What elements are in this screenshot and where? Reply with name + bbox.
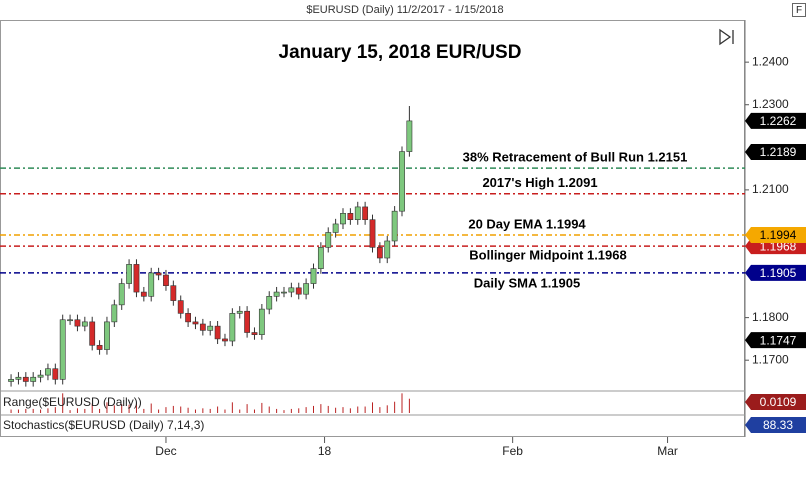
price-flag-label: 1.1905 <box>760 266 797 280</box>
price-flag-label: 1.1747 <box>760 333 797 347</box>
candle-body <box>140 291 147 297</box>
candle-body <box>207 325 214 331</box>
candle-body <box>59 319 66 380</box>
f-button-label[interactable]: F <box>796 5 802 16</box>
candle-body <box>45 368 51 376</box>
price-flag-label: 0.0109 <box>760 395 797 409</box>
candle-body <box>52 368 59 380</box>
candle-body <box>325 232 332 248</box>
candle-body <box>185 313 191 323</box>
candle-body <box>8 379 14 382</box>
x-tick-label: Dec <box>155 444 176 458</box>
candle-body <box>303 283 310 295</box>
f-button[interactable] <box>792 3 806 17</box>
candle-body <box>163 274 169 286</box>
candle-body <box>399 151 405 212</box>
y-tick-label: 1.2100 <box>752 182 789 196</box>
candle-body <box>30 376 37 382</box>
panel-label: Range($EURUSD (Daily)) <box>3 395 142 409</box>
candle-body <box>258 308 265 335</box>
price-flag-label: 1.2189 <box>760 145 797 159</box>
candle-body <box>376 247 383 259</box>
candle-body <box>273 291 280 297</box>
y-tick-label: 1.1800 <box>752 310 789 324</box>
candle-body <box>126 264 132 284</box>
x-tick-label: Mar <box>657 444 678 458</box>
price-flag <box>745 112 806 129</box>
candle-body <box>15 376 22 380</box>
candle-body <box>104 321 110 350</box>
candle-body <box>222 338 228 342</box>
y-tick-label: 1.2300 <box>752 97 789 111</box>
y-tick-label: 1.1700 <box>752 352 789 366</box>
candle-body <box>133 264 140 293</box>
candle-body <box>67 319 73 322</box>
candle-body <box>170 285 177 301</box>
y-tick-label: 1.2400 <box>752 54 789 68</box>
level-annotation: Daily SMA 1.1905 <box>474 275 580 290</box>
candle-body <box>281 291 287 294</box>
level-annotation: Bollinger Midpoint 1.1968 <box>469 248 626 263</box>
candle-body <box>37 374 44 378</box>
candle-body <box>340 213 346 225</box>
price-flag-label: 88.33 <box>763 418 793 432</box>
candle-body <box>391 210 398 242</box>
candle-body <box>111 304 118 323</box>
candle-body <box>148 272 155 297</box>
candle-body <box>214 325 221 340</box>
level-annotation: 20 Day EMA 1.1994 <box>468 216 586 231</box>
price-flag <box>745 394 806 410</box>
panel-label: Stochastics($EURUSD (Daily) 7,14,3) <box>3 418 204 432</box>
candle-body <box>229 313 236 342</box>
candle-body <box>81 321 88 327</box>
candle-body <box>192 321 199 325</box>
price-flag <box>745 417 806 433</box>
candle-body <box>96 344 103 350</box>
x-tick-label: 18 <box>318 444 332 458</box>
chart-header: $EURUSD (Daily) 11/2/2017 - 1/15/2018 <box>306 4 503 16</box>
candle-body <box>74 319 81 327</box>
price-flag-label: 1.2262 <box>760 114 797 128</box>
candle-body <box>332 223 339 233</box>
candle-body <box>155 272 162 276</box>
chart-title: January 15, 2018 EUR/USD <box>279 42 522 63</box>
candle-body <box>288 287 295 293</box>
candle-body <box>347 213 354 220</box>
candle-body <box>354 206 361 220</box>
candle-body <box>236 310 243 314</box>
candle-body <box>369 219 376 248</box>
candle-body <box>177 300 184 314</box>
candle-body <box>266 296 273 310</box>
price-flag <box>745 332 806 349</box>
candle-body <box>384 240 391 259</box>
candle-body <box>317 247 324 269</box>
x-tick-label: Feb <box>502 444 523 458</box>
price-flag <box>745 227 806 244</box>
level-annotation: 38% Retracement of Bull Run 1.2151 <box>463 150 688 165</box>
candle-body <box>244 310 251 333</box>
price-flag <box>745 143 806 160</box>
level-annotation: 2017's High 1.2091 <box>482 175 597 190</box>
candle-body <box>22 376 29 382</box>
candle-body <box>295 287 302 295</box>
candle-body <box>362 206 369 220</box>
candle-body <box>406 120 413 152</box>
candle-body <box>310 268 317 284</box>
candle-body <box>251 332 258 335</box>
price-flag-label: 1.1994 <box>760 228 797 242</box>
play-icon[interactable] <box>719 28 734 46</box>
candle-body <box>89 321 96 346</box>
candle-body <box>118 283 125 306</box>
price-flag <box>745 264 806 281</box>
candle-body <box>199 323 206 331</box>
